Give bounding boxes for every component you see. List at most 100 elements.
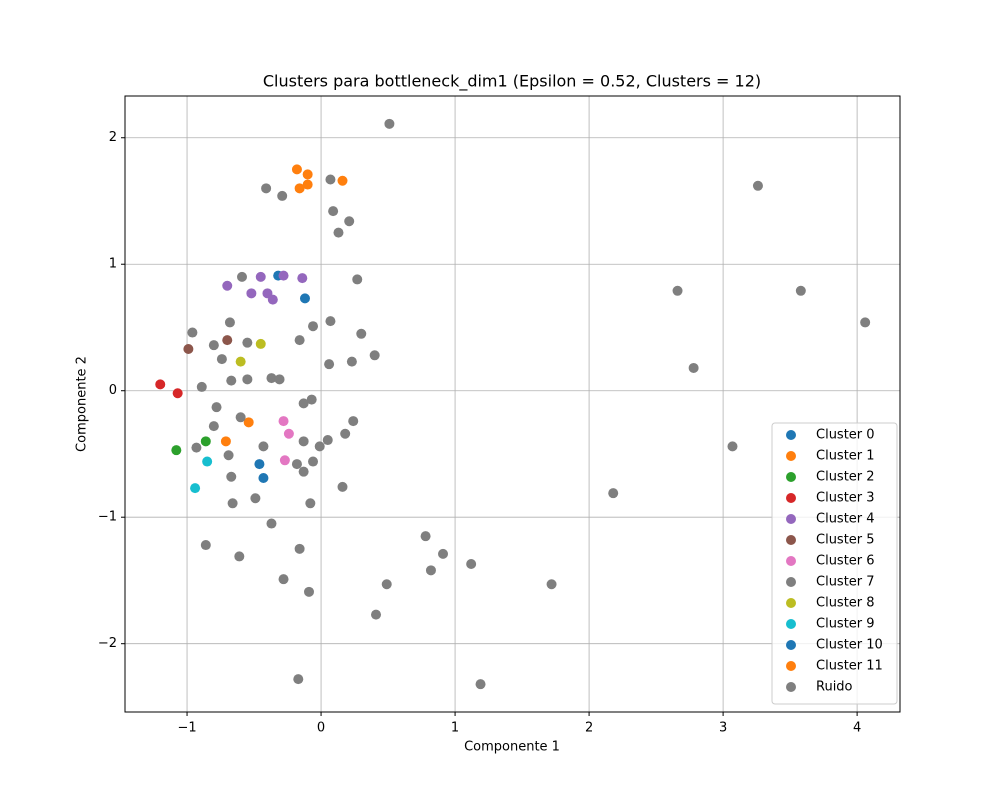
x-tick-label: 0 xyxy=(317,721,325,736)
point xyxy=(242,374,253,385)
point xyxy=(266,518,277,529)
legend-label: Cluster 6 xyxy=(816,554,875,569)
point xyxy=(277,190,288,201)
point xyxy=(302,169,313,180)
point xyxy=(190,483,201,494)
legend-marker xyxy=(786,493,796,503)
legend-marker xyxy=(786,514,796,524)
point xyxy=(278,270,289,281)
point xyxy=(291,164,302,175)
point xyxy=(420,531,431,542)
point xyxy=(278,416,289,427)
point xyxy=(283,428,294,439)
point xyxy=(200,540,211,551)
point xyxy=(279,455,290,466)
x-tick-label: 4 xyxy=(853,721,861,736)
legend-label: Cluster 0 xyxy=(816,428,875,443)
point xyxy=(860,317,871,328)
point xyxy=(224,317,235,328)
legend-marker xyxy=(786,535,796,545)
point xyxy=(211,402,222,413)
point xyxy=(314,441,325,452)
legend-label: Ruido xyxy=(816,680,853,695)
point xyxy=(255,271,266,282)
point xyxy=(155,379,166,390)
chart-title: Clusters para bottleneck_dim1 (Epsilon =… xyxy=(263,72,761,92)
point xyxy=(291,459,302,470)
legend-marker xyxy=(786,640,796,650)
legend-marker xyxy=(786,472,796,482)
point xyxy=(306,394,317,405)
legend-label: Cluster 9 xyxy=(816,617,875,632)
point xyxy=(795,285,806,296)
point xyxy=(235,412,246,423)
point xyxy=(200,436,211,447)
point xyxy=(266,373,277,384)
point xyxy=(298,398,309,409)
y-tick-label: −1 xyxy=(98,510,117,525)
point xyxy=(243,417,254,428)
legend-marker xyxy=(786,451,796,461)
legend-marker xyxy=(786,598,796,608)
x-tick-label: 1 xyxy=(451,721,459,736)
point xyxy=(344,216,355,227)
x-tick-label: 3 xyxy=(719,721,727,736)
legend-marker xyxy=(786,556,796,566)
point xyxy=(274,374,285,385)
point xyxy=(234,551,245,562)
point xyxy=(302,179,313,190)
legend-label: Cluster 11 xyxy=(816,659,883,674)
point xyxy=(171,445,182,456)
point xyxy=(258,441,269,452)
point xyxy=(258,472,269,483)
point xyxy=(222,335,233,346)
point xyxy=(298,466,309,477)
point xyxy=(688,362,699,373)
legend-marker xyxy=(786,661,796,671)
legend-label: Cluster 4 xyxy=(816,512,875,527)
point xyxy=(236,271,247,282)
legend-label: Cluster 8 xyxy=(816,596,875,611)
point xyxy=(293,674,304,685)
point xyxy=(371,609,382,620)
legend-marker xyxy=(786,577,796,587)
y-tick-label: −2 xyxy=(98,636,117,651)
point xyxy=(298,436,309,447)
point xyxy=(294,183,305,194)
point xyxy=(328,206,339,217)
point xyxy=(299,293,310,304)
point xyxy=(381,579,392,590)
point xyxy=(223,450,234,461)
point xyxy=(208,421,219,432)
legend-label: Cluster 10 xyxy=(816,638,883,653)
point xyxy=(250,493,261,504)
point xyxy=(322,435,333,446)
point xyxy=(752,180,763,191)
point xyxy=(172,388,183,399)
point xyxy=(278,574,289,585)
point xyxy=(337,175,348,186)
point xyxy=(255,338,266,349)
point xyxy=(337,481,348,492)
legend-box xyxy=(771,422,898,705)
point xyxy=(352,274,363,285)
point xyxy=(438,548,449,559)
y-tick-label: 2 xyxy=(109,130,117,145)
legend-marker xyxy=(786,430,796,440)
y-tick-label: 1 xyxy=(109,257,117,272)
point xyxy=(187,327,198,338)
point xyxy=(466,559,477,570)
point xyxy=(340,428,351,439)
point xyxy=(183,343,194,354)
point xyxy=(304,586,315,597)
point xyxy=(235,356,246,367)
point xyxy=(324,359,335,370)
legend-label: Cluster 1 xyxy=(816,449,875,464)
point xyxy=(226,471,237,482)
point xyxy=(216,354,227,365)
point xyxy=(727,441,738,452)
point xyxy=(325,174,336,185)
point xyxy=(305,498,316,509)
point xyxy=(333,227,344,238)
